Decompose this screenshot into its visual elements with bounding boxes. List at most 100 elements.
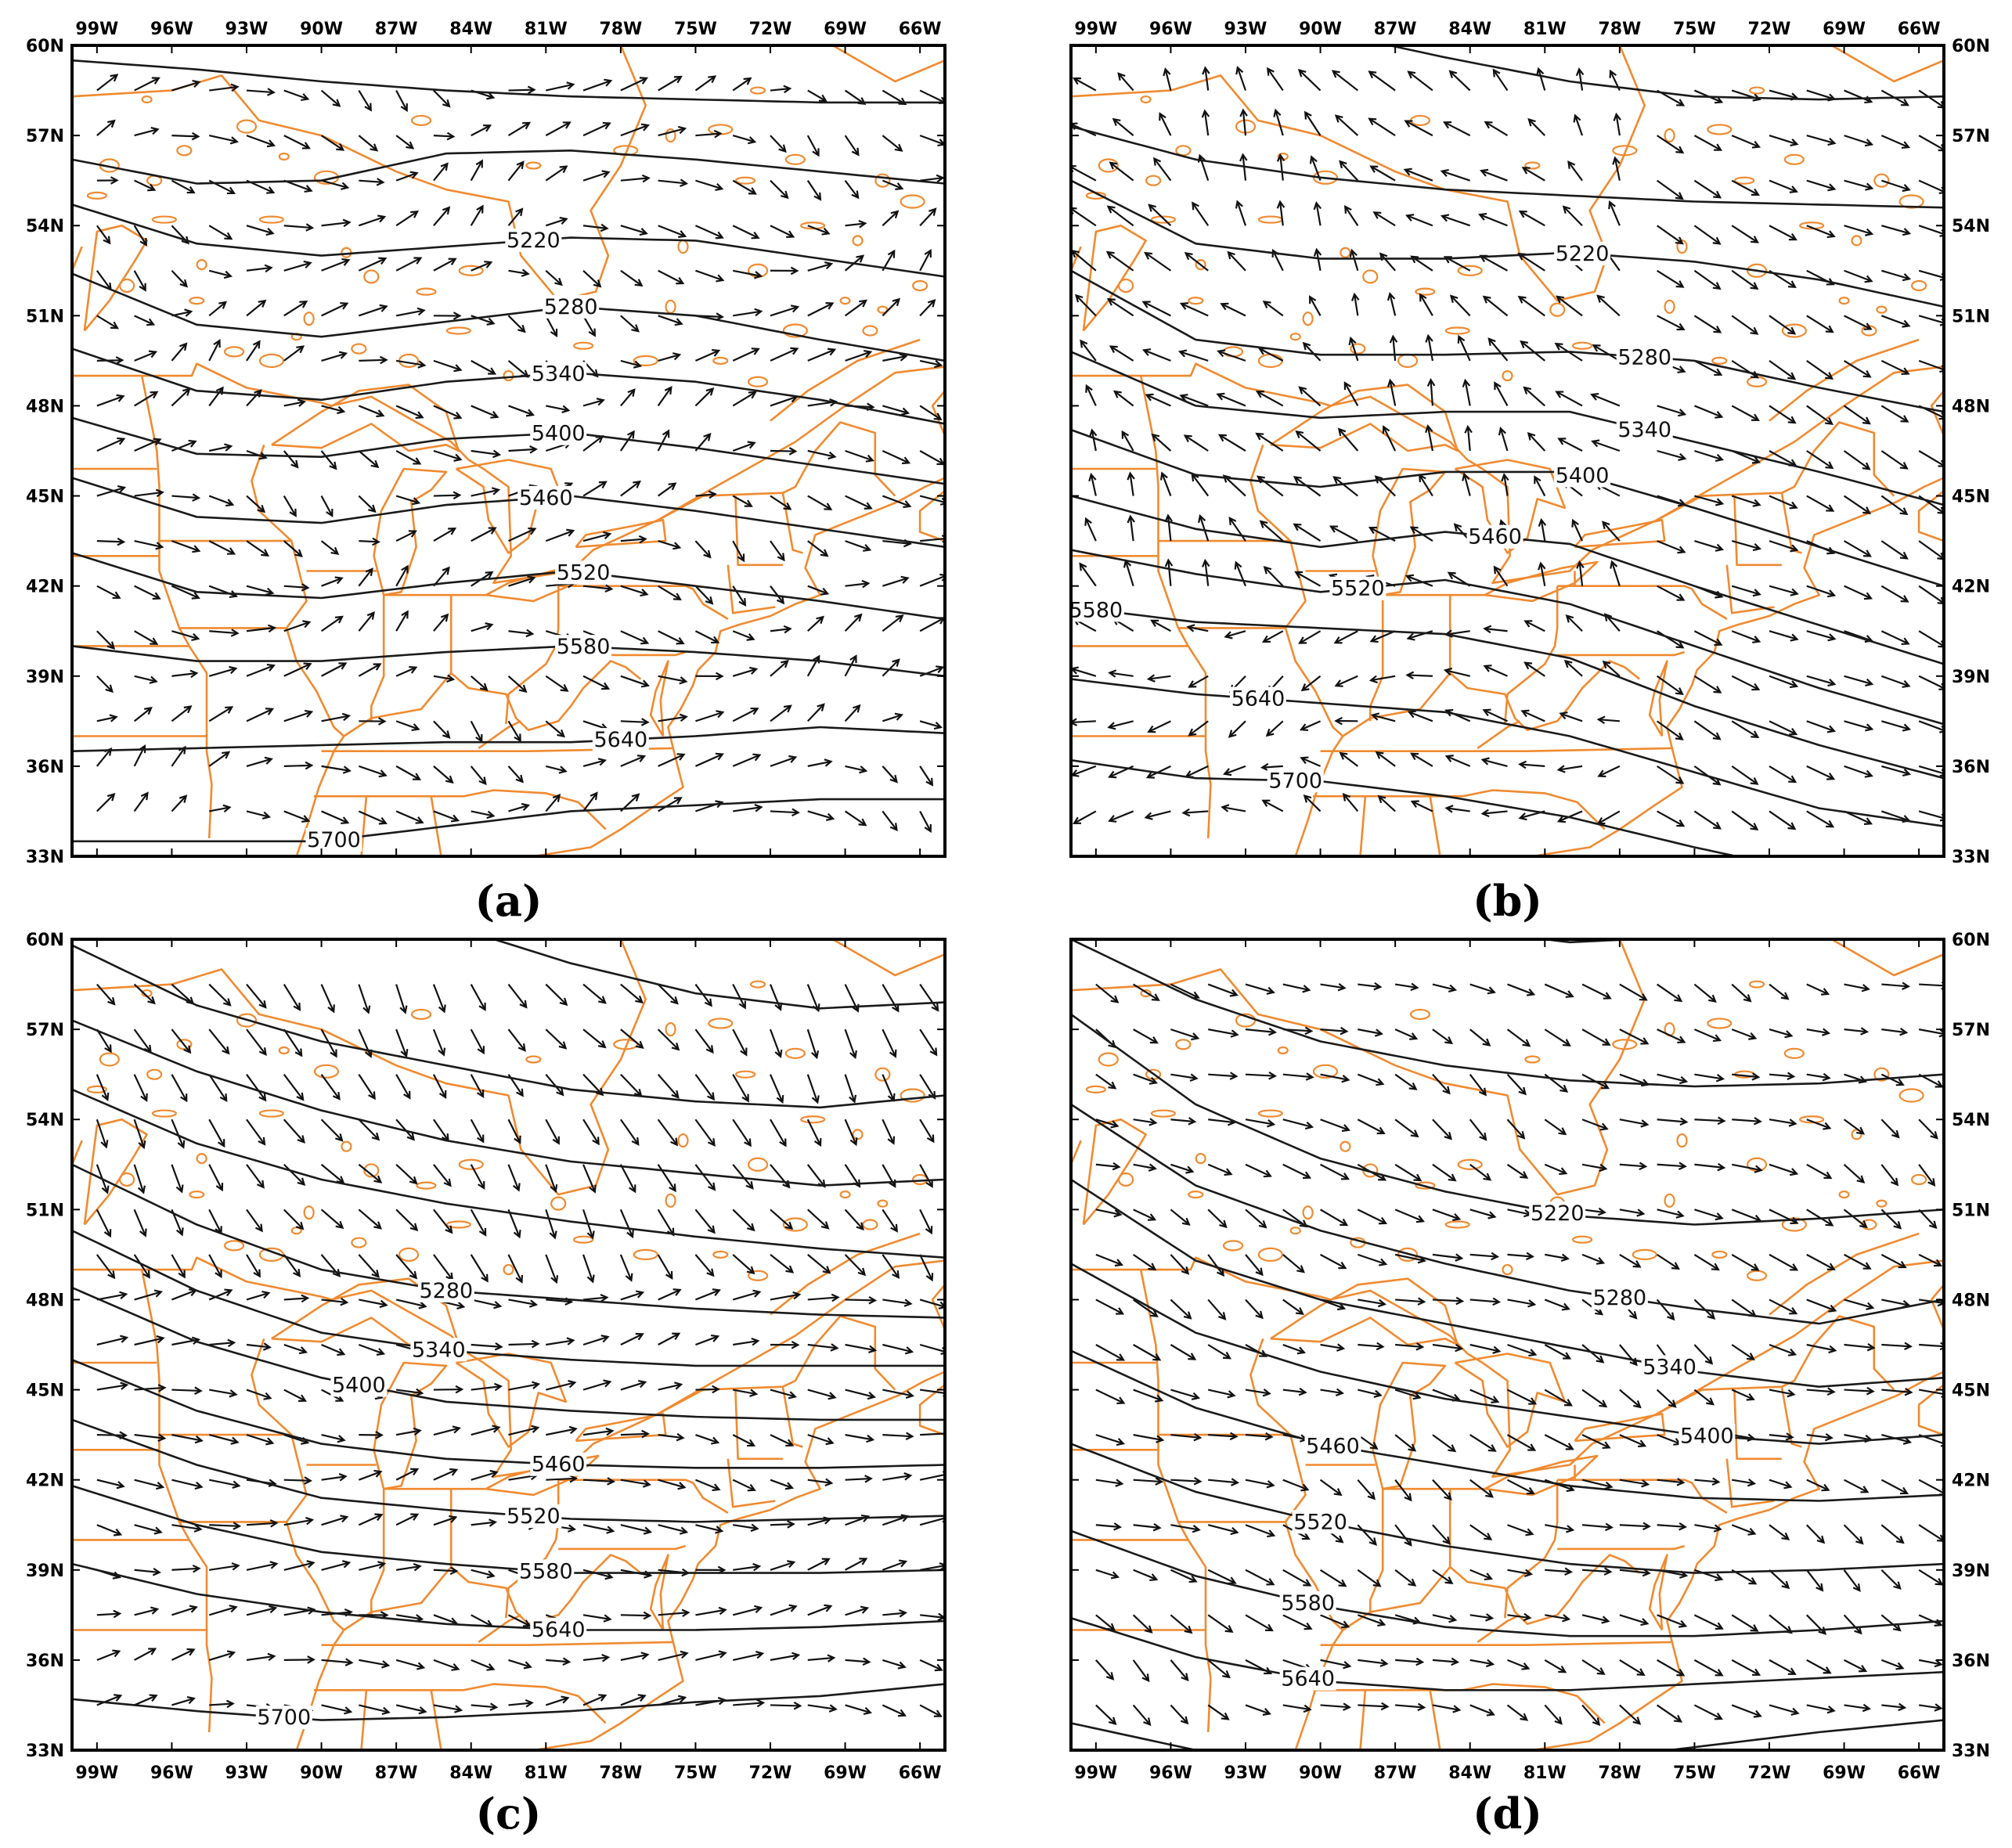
wind-arrow	[770, 304, 800, 317]
wind-arrow	[1843, 1569, 1861, 1592]
wind-arrow	[246, 88, 276, 96]
wind-arrow	[1806, 720, 1837, 733]
boundary-line	[1504, 1479, 1559, 1619]
contour-label: 5400	[1680, 1424, 1734, 1448]
wind-arrow	[582, 1524, 615, 1534]
wind-arrow	[1844, 675, 1874, 687]
wind-arrow	[1133, 1569, 1159, 1582]
wind-arrow	[507, 765, 524, 784]
wind-arrow	[358, 1343, 386, 1356]
wind-arrow	[1133, 1299, 1159, 1318]
boundary-line	[649, 660, 669, 737]
lat-tick-label: 57N	[1952, 127, 1990, 146]
wind-arrow	[807, 302, 835, 317]
boundary-line	[1830, 939, 1944, 977]
height-contour	[1071, 179, 1944, 308]
lake-outline	[1415, 1181, 1436, 1190]
wind-arrow	[134, 77, 160, 92]
wind-arrow	[283, 1560, 316, 1571]
lake-outline	[1444, 326, 1470, 335]
height-contour	[1071, 351, 1944, 506]
wind-arrow	[1320, 1659, 1352, 1670]
wind-arrow	[1479, 168, 1508, 182]
wind-arrow	[733, 1337, 760, 1346]
wind-arrow	[919, 1562, 945, 1571]
wind-arrow	[770, 1119, 787, 1147]
wind-arrow	[1806, 1299, 1837, 1313]
wind-arrow	[1198, 513, 1210, 542]
wind-arrow	[1731, 405, 1760, 421]
wind-arrow	[1544, 1704, 1563, 1725]
wind-arrow	[1581, 1522, 1614, 1532]
height-contour	[1071, 1719, 1944, 1750]
wind-arrow	[1263, 565, 1284, 587]
wind-arrow	[1619, 1614, 1650, 1626]
wind-arrow	[1207, 1299, 1227, 1320]
wind-arrow	[133, 706, 153, 722]
wind-arrow	[1590, 392, 1621, 407]
wind-arrow	[283, 983, 301, 1011]
wind-arrow	[882, 1119, 896, 1145]
wind-arrow	[1881, 1702, 1907, 1712]
contour-label-bg	[555, 635, 612, 659]
wind-arrow	[208, 135, 239, 145]
wind-arrow	[658, 540, 682, 550]
wind-arrow	[583, 1477, 616, 1486]
wind-arrow	[395, 1468, 420, 1481]
wind-arrow	[1133, 1344, 1162, 1361]
wind-arrow	[395, 1388, 424, 1397]
wind-arrow	[208, 1434, 240, 1445]
wind-arrow	[582, 1294, 609, 1302]
wind-arrow	[658, 797, 683, 812]
wind-arrow	[658, 75, 683, 92]
lake-outline	[313, 1064, 340, 1079]
boundary-line	[505, 585, 560, 725]
lat-tick-label: 57N	[26, 1021, 64, 1040]
wind-arrow	[1480, 757, 1508, 767]
lake-outline	[351, 343, 367, 355]
contour-label-bg	[1071, 598, 1124, 622]
wind-arrow	[806, 703, 825, 722]
wind-arrow	[1181, 808, 1209, 817]
wind-arrow	[1731, 630, 1761, 643]
wind-arrow	[1245, 1119, 1276, 1128]
wind-arrow	[733, 308, 763, 317]
boundary-line	[370, 1489, 385, 1616]
wind-arrow	[1191, 473, 1210, 497]
wind-arrow	[1657, 765, 1685, 784]
wind-arrow	[1694, 405, 1724, 419]
wind-arrow	[919, 1028, 938, 1057]
wind-arrow	[1245, 1163, 1272, 1178]
wind-arrow	[1444, 755, 1471, 767]
wind-arrow	[882, 984, 900, 1013]
wind-arrow	[283, 223, 315, 232]
wind-arrow	[1732, 1478, 1757, 1487]
lat-tick-label: 42N	[26, 578, 64, 597]
wind-arrow	[1518, 210, 1545, 227]
wind-arrow	[620, 1380, 647, 1391]
lon-tick-label: 96W	[1149, 1763, 1192, 1783]
wind-arrow	[321, 302, 349, 317]
lake-outline	[874, 173, 891, 188]
contour-label: 5580	[1069, 598, 1123, 622]
wind-arrow	[732, 707, 759, 722]
wind-arrow	[919, 720, 943, 730]
wind-arrow	[695, 490, 717, 499]
wind-arrow	[1581, 1207, 1606, 1216]
wind-arrow	[807, 1209, 830, 1230]
lake-outline	[236, 119, 258, 134]
wind-arrow	[1394, 1028, 1419, 1040]
wind-arrow	[171, 745, 186, 767]
wind-arrow	[508, 629, 535, 638]
lake-outline	[1222, 1240, 1244, 1252]
wind-arrow	[1507, 1252, 1534, 1261]
boundary-line	[321, 1641, 673, 1646]
wind-arrow	[733, 1562, 762, 1572]
wind-arrow	[620, 1524, 653, 1535]
wind-arrow	[246, 1254, 261, 1278]
wind-arrow	[1918, 1164, 1936, 1187]
boundary-line	[831, 45, 945, 83]
wind-arrow	[1506, 1704, 1529, 1721]
wind-arrow	[1184, 765, 1209, 778]
